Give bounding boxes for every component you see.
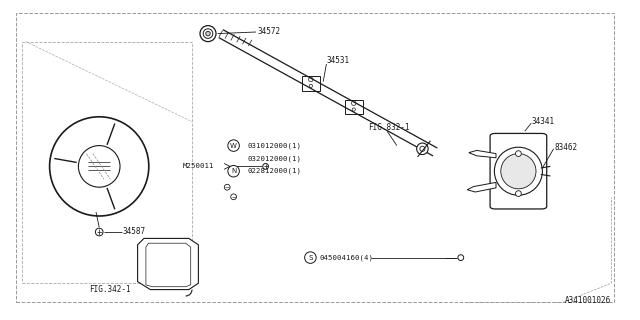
Text: 34531: 34531 <box>326 56 349 65</box>
Polygon shape <box>85 157 114 174</box>
Text: S: S <box>308 255 312 260</box>
Ellipse shape <box>305 252 316 263</box>
Text: 83462: 83462 <box>554 143 577 152</box>
Ellipse shape <box>200 26 216 42</box>
Polygon shape <box>468 150 496 158</box>
Text: A341001026: A341001026 <box>565 296 611 305</box>
Text: 34341: 34341 <box>532 117 555 126</box>
FancyBboxPatch shape <box>345 100 362 114</box>
Ellipse shape <box>225 184 230 190</box>
Bar <box>22 42 192 283</box>
Text: 34587: 34587 <box>123 228 146 236</box>
Ellipse shape <box>262 164 269 169</box>
Ellipse shape <box>228 140 239 151</box>
Text: 031012000(1): 031012000(1) <box>248 142 301 149</box>
Text: 022812000(1): 022812000(1) <box>248 168 301 174</box>
Ellipse shape <box>516 191 522 196</box>
Ellipse shape <box>206 31 210 36</box>
Text: FIG.832-1: FIG.832-1 <box>368 124 410 132</box>
Polygon shape <box>467 182 496 192</box>
Text: N: N <box>231 168 236 174</box>
Ellipse shape <box>458 255 463 260</box>
Text: FIG.342-1: FIG.342-1 <box>90 285 131 294</box>
Ellipse shape <box>417 143 428 155</box>
Ellipse shape <box>231 194 237 200</box>
Ellipse shape <box>495 147 543 195</box>
Text: 032012000(1): 032012000(1) <box>248 155 301 162</box>
Polygon shape <box>138 238 198 290</box>
Ellipse shape <box>79 146 120 187</box>
Ellipse shape <box>516 151 522 156</box>
Text: 045004160(4): 045004160(4) <box>320 254 374 261</box>
Ellipse shape <box>501 154 536 189</box>
Text: W: W <box>230 143 237 148</box>
FancyBboxPatch shape <box>302 76 319 91</box>
FancyBboxPatch shape <box>490 133 547 209</box>
Ellipse shape <box>95 228 103 236</box>
Ellipse shape <box>228 165 239 177</box>
Ellipse shape <box>50 117 149 216</box>
Ellipse shape <box>204 29 212 38</box>
Text: 34572: 34572 <box>257 28 280 36</box>
Text: M250011: M250011 <box>182 164 214 169</box>
